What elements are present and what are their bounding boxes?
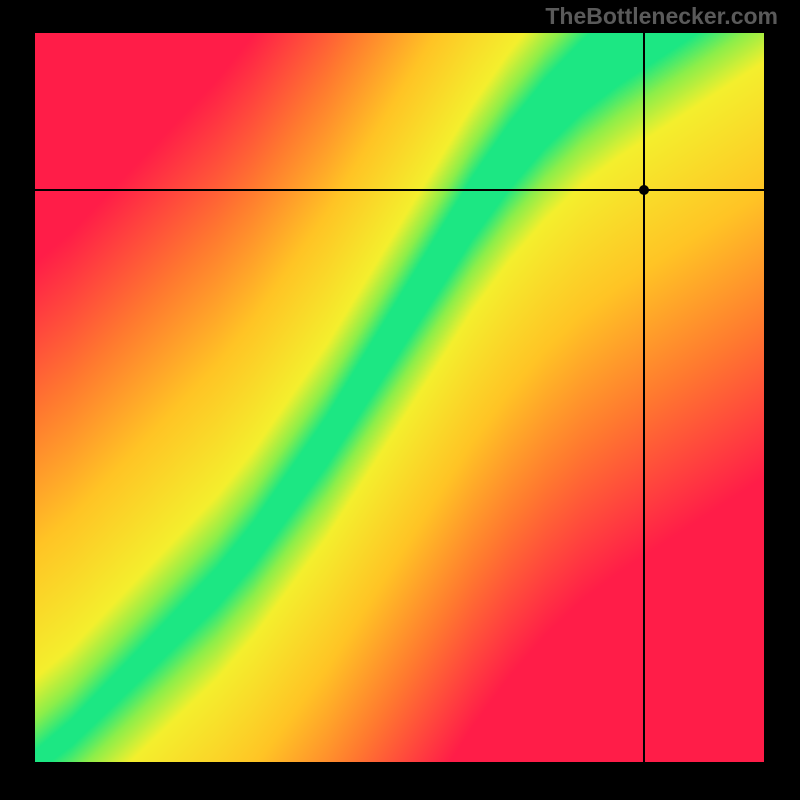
watermark-text: TheBottlenecker.com <box>545 3 778 30</box>
heatmap-canvas <box>35 33 764 762</box>
crosshair-vertical <box>643 33 645 762</box>
chart-frame <box>35 33 764 762</box>
crosshair-horizontal <box>35 189 764 191</box>
crosshair-point[interactable] <box>639 185 649 195</box>
